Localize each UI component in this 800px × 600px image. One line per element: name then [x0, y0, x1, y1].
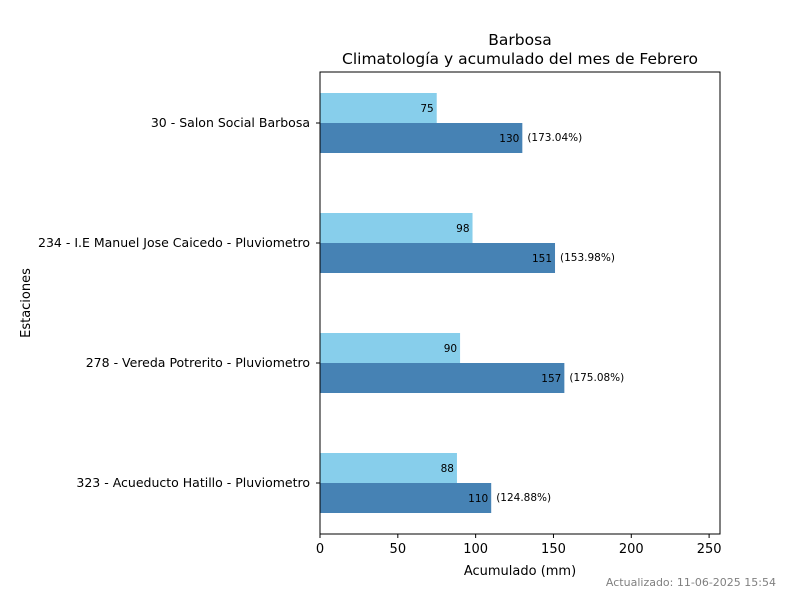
bar-value-label: 98 — [456, 223, 469, 235]
x-tick-label: 250 — [697, 542, 722, 557]
x-tick-label: 150 — [541, 542, 566, 557]
bar-climatology — [320, 453, 457, 483]
updated-timestamp: Actualizado: 11-06-2025 15:54 — [605, 576, 776, 589]
chart-title-line-1: Barbosa — [488, 31, 551, 49]
bar-percent-label: (153.98%) — [560, 252, 615, 264]
bar-value-label: 88 — [441, 463, 454, 475]
bar-climatology — [320, 333, 461, 363]
bar-accumulated — [320, 483, 492, 513]
bar-climatology — [320, 93, 437, 123]
bar-accumulated — [320, 123, 523, 153]
plot-frame — [319, 71, 721, 535]
bar-accumulated — [320, 243, 556, 273]
bar-value-label: 110 — [468, 493, 488, 505]
category-label: 323 - Acueducto Hatillo - Pluviometro — [76, 475, 310, 490]
bar-value-label: 75 — [420, 103, 433, 115]
x-ticks-group: 0 50 100 150 200 250 — [316, 534, 722, 557]
bar-accumulated — [320, 363, 565, 393]
category-label: 234 - I.E Manuel Jose Caicedo - Pluviome… — [38, 235, 310, 250]
bar-value-label: 157 — [541, 373, 561, 385]
bar-value-label: 90 — [444, 343, 457, 355]
chart-title-line-2: Climatología y acumulado del mes de Febr… — [342, 50, 698, 68]
category-labels-group: 30 - Salon Social Barbosa 234 - I.E Manue… — [38, 115, 320, 490]
x-tick-label: 200 — [619, 542, 644, 557]
x-tick-label: 50 — [390, 542, 407, 557]
bar-percent-label: (173.04%) — [527, 132, 582, 144]
bar-value-label: 151 — [532, 253, 552, 265]
bar-labels-group: 75 130 (173.04%) 98 151 (153.98%) 90 157 (175.08… — [420, 103, 624, 505]
x-tick-label: 100 — [463, 542, 488, 557]
x-axis-label: Acumulado (mm) — [464, 564, 576, 579]
x-tick-label: 0 — [316, 542, 324, 557]
bar-value-label: 130 — [499, 133, 519, 145]
category-label: 30 - Salon Social Barbosa — [151, 115, 310, 130]
y-axis-label: Estaciones — [19, 268, 34, 338]
bar-climatology — [320, 213, 473, 243]
bar-percent-label: (124.88%) — [496, 492, 551, 504]
bar-percent-label: (175.08%) — [569, 372, 624, 384]
bars-group — [320, 93, 565, 513]
category-label: 278 - Vereda Potrerito - Pluviometro — [86, 355, 310, 370]
